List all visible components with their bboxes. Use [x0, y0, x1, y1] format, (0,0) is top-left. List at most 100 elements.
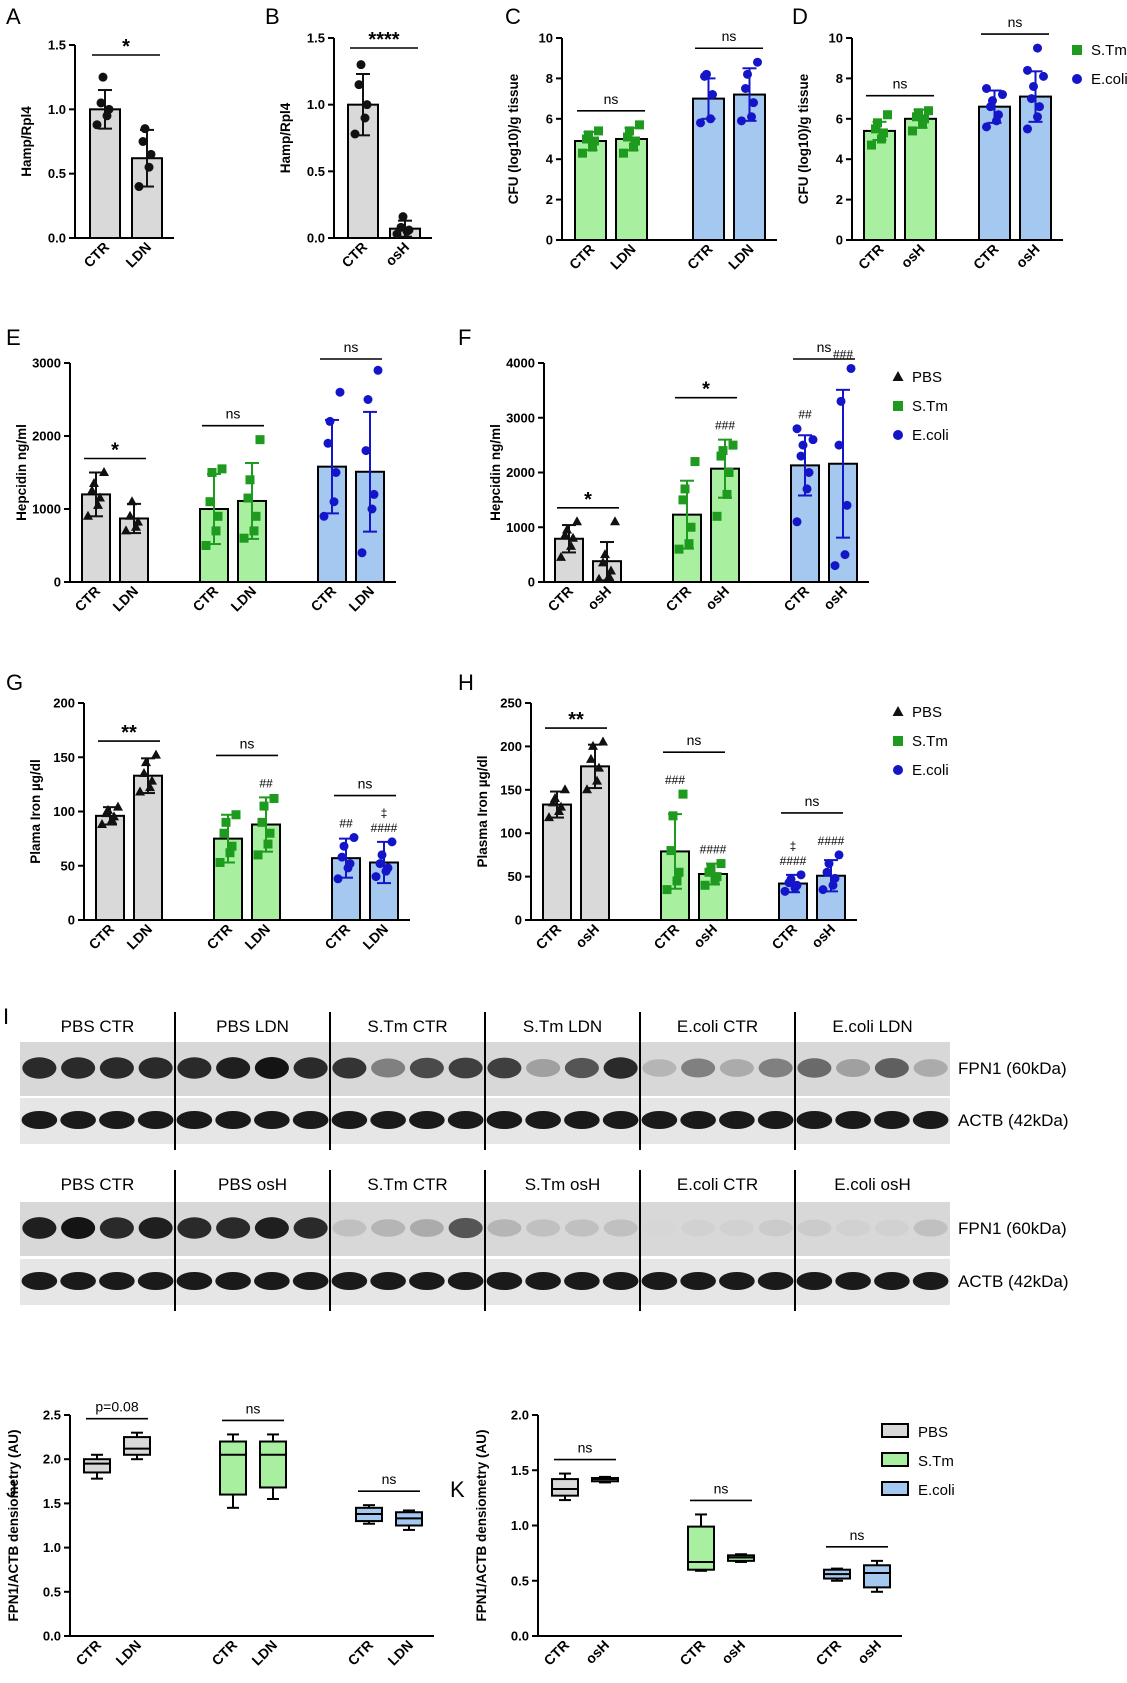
data-point: [219, 828, 229, 838]
y-tick-label: 4000: [506, 356, 535, 371]
data-point: [582, 784, 592, 794]
band-fpn1: [448, 1217, 483, 1239]
data-point: [360, 113, 370, 123]
x-tick-label: osH: [584, 583, 614, 613]
y-tick-label: 0: [546, 233, 553, 248]
data-point: [329, 497, 339, 507]
data-point: [668, 811, 678, 821]
data-point: [792, 517, 802, 527]
significance-label: ns: [805, 793, 820, 809]
data-point: [205, 497, 215, 507]
legend-label: S.Tm: [1091, 42, 1127, 59]
data-point: [98, 72, 108, 82]
data-point: [818, 885, 828, 895]
band-fpn1: [797, 1219, 832, 1237]
data-point: [217, 464, 227, 474]
x-tick-label: CTR: [684, 241, 716, 273]
data-point: [578, 148, 587, 158]
annotation-label: ‡: [790, 839, 797, 853]
data-point: [249, 526, 259, 536]
x-tick-label: LDN: [359, 921, 391, 953]
band-actb: [409, 1111, 445, 1129]
box: [123, 1436, 151, 1456]
band-fpn1: [874, 1058, 909, 1078]
legend-label: E.coli: [912, 427, 949, 444]
data-point: [716, 859, 726, 869]
x-tick-label: CTR: [321, 921, 353, 953]
significance-label: ns: [240, 735, 255, 751]
legend-f: PBS S.Tm E.coli: [892, 369, 949, 444]
y-tick-label: 3000: [506, 410, 535, 425]
blot-group-label: S.Tm CTR: [367, 1175, 447, 1194]
y-tick-label: 2.0: [511, 1408, 529, 1423]
y-tick-label: 0: [528, 575, 535, 590]
band-actb: [254, 1111, 290, 1129]
x-tick-label: LDN: [384, 1637, 416, 1669]
data-point: [686, 522, 696, 532]
bar: [95, 814, 125, 922]
data-point: [1023, 124, 1032, 134]
band-actb: [215, 1272, 251, 1290]
blot-group-label: E.coli CTR: [677, 1175, 758, 1194]
data-point: [125, 510, 135, 520]
data-point: [103, 804, 113, 814]
band-fpn1: [99, 1217, 134, 1239]
data-point: [135, 786, 145, 796]
annotation-label: ‡: [381, 806, 388, 820]
blot-group-label: PBS CTR: [61, 1017, 135, 1036]
x-tick-label: LDN: [607, 241, 639, 273]
data-point: [141, 757, 151, 767]
data-point: [786, 874, 796, 884]
y-tick-label: 2: [546, 192, 553, 207]
data-point: [231, 810, 241, 820]
band-fpn1: [254, 1217, 289, 1239]
x-tick-label: CTR: [855, 241, 887, 273]
data-point: [104, 104, 114, 114]
legend-swatch: [881, 1423, 909, 1438]
band-fpn1: [177, 1057, 212, 1079]
data-point: [255, 435, 265, 445]
data-point: [678, 495, 688, 505]
x-tick-label: CTR: [970, 241, 1002, 273]
y-tick-label: 6: [836, 111, 843, 126]
data-point: [92, 120, 102, 130]
band-actb: [486, 1272, 523, 1290]
band-actb: [447, 1111, 484, 1129]
band-fpn1: [371, 1219, 406, 1237]
box: [551, 1478, 579, 1497]
blot-group-label: PBS LDN: [216, 1017, 289, 1036]
band-actb: [912, 1111, 949, 1129]
band-actb: [21, 1272, 58, 1290]
y-tick-label: 0.0: [43, 1629, 61, 1644]
band-fpn1: [681, 1058, 716, 1078]
y-tick-label: 1000: [506, 520, 535, 535]
legend-cd: S.Tm E.coli: [1072, 42, 1127, 88]
significance-label: ns: [358, 776, 373, 792]
x-tick-label: LDN: [725, 241, 757, 273]
data-point: [245, 475, 255, 485]
x-tick-label: LDN: [122, 239, 154, 271]
data-point: [737, 116, 746, 126]
significance-label: ns: [722, 28, 737, 44]
y-tick-label: 200: [53, 696, 75, 711]
y-axis-label: CFU (log10)/g tissue: [796, 73, 811, 204]
data-point: [588, 142, 597, 152]
band-actb: [641, 1272, 678, 1290]
x-tick-label: CTR: [208, 1637, 240, 1669]
data-point: [741, 84, 750, 93]
band-actb: [215, 1111, 251, 1129]
data-point: [914, 108, 923, 118]
panel-a: A 0.0 0.5 1.0 1.5 Hamp/Rpl4 CTR LDN *: [6, 4, 174, 270]
data-point: [269, 793, 279, 803]
data-point: [1029, 81, 1038, 91]
data-point: [804, 468, 814, 477]
significance-label: ns: [344, 339, 359, 355]
data-point: [215, 857, 225, 867]
annotation-label: ##: [339, 817, 353, 831]
legend-label: PBS: [912, 704, 942, 721]
data-point: [383, 863, 393, 873]
band-actb: [602, 1111, 639, 1129]
data-point: [598, 736, 608, 746]
data-point: [672, 876, 682, 886]
